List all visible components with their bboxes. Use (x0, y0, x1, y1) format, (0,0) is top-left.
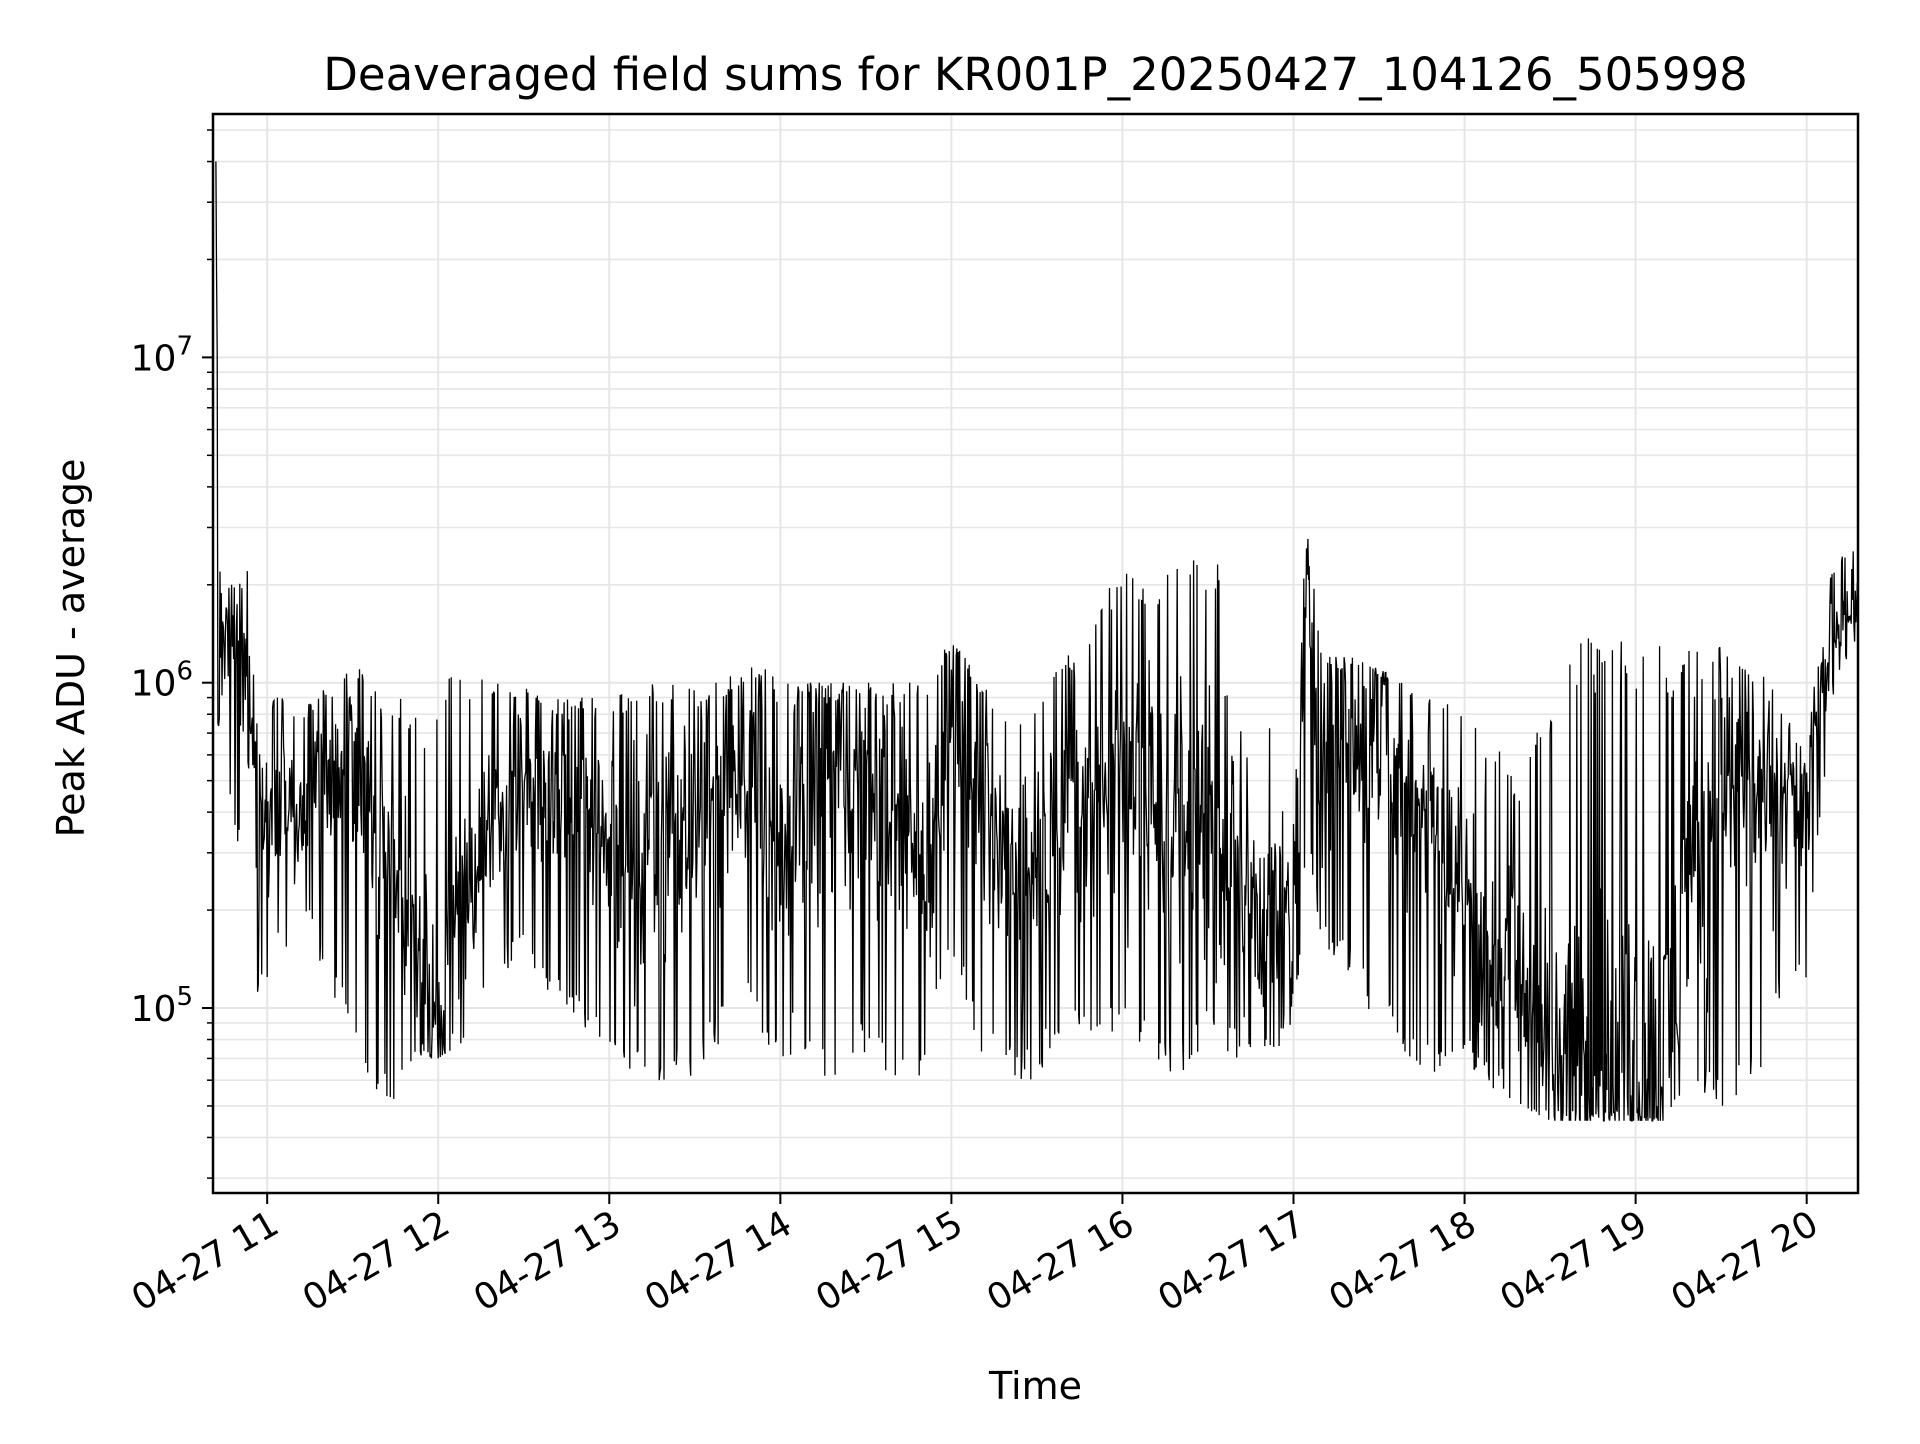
x-tick-label: 04-27 20 (1665, 1203, 1826, 1319)
y-tick-exponent: 5 (176, 982, 193, 1012)
x-tick-label: 04-27 17 (1151, 1203, 1312, 1319)
y-tick-mantissa: 10 (131, 664, 177, 705)
x-tick-label: 04-27 18 (1322, 1203, 1483, 1319)
x-tick-label: 04-27 15 (809, 1203, 970, 1319)
x-tick-label: 04-27 11 (125, 1203, 286, 1319)
y-tick-exponent: 6 (176, 657, 193, 687)
y-tick-exponent: 7 (176, 331, 193, 361)
y-axis-label: Peak ADU - average (49, 458, 93, 838)
y-tick-mantissa: 10 (131, 338, 177, 379)
y-tick-mantissa: 10 (131, 989, 177, 1030)
y-tick-label: 106 (131, 657, 193, 705)
x-tick-label: 04-27 13 (467, 1203, 628, 1319)
chart-title: Deaveraged field sums for KR001P_2025042… (323, 48, 1748, 101)
x-axis-label: Time (989, 1364, 1082, 1408)
x-tick-label: 04-27 19 (1493, 1203, 1654, 1319)
y-tick-label: 107 (131, 331, 193, 379)
data-layer (215, 161, 1859, 1122)
series-line (215, 161, 1859, 1122)
x-tick-label: 04-27 12 (296, 1203, 457, 1319)
y-tick-label: 105 (131, 982, 193, 1030)
plot-area-frame (211, 112, 1860, 1195)
x-tick-label: 04-27 14 (638, 1203, 799, 1319)
x-tick-label: 04-27 16 (980, 1203, 1141, 1319)
